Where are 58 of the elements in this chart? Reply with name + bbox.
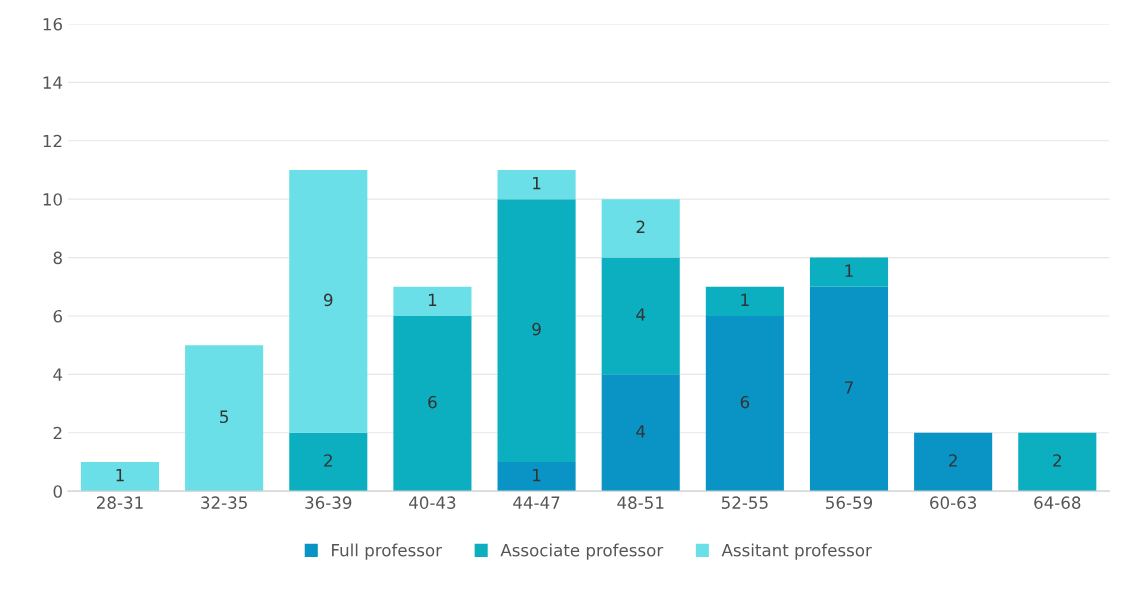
bar: [601, 257, 680, 375]
y-tick-label: 0: [53, 485, 62, 498]
bar: [497, 461, 576, 492]
legend-label: Full professor: [332, 543, 443, 560]
data-label: 1: [116, 469, 124, 482]
bar: [289, 432, 368, 492]
data-label: 1: [533, 469, 541, 482]
data-label: 4: [636, 425, 646, 438]
bar: [809, 257, 889, 287]
y-tick-label: 14: [43, 76, 63, 89]
bar: [393, 286, 472, 316]
bar: [185, 345, 264, 492]
x-tick-label: 56-59: [826, 496, 873, 509]
x-tick-label: 64-68: [1034, 496, 1081, 509]
data-label: 2: [636, 220, 645, 233]
data-label: 6: [740, 395, 750, 409]
y-tick-label: 2: [53, 426, 62, 440]
data-label: 7: [845, 381, 853, 394]
y-tick-label: 6: [53, 309, 63, 323]
bar: [497, 169, 576, 200]
bar: [914, 432, 993, 492]
x-tick-label: 40-43: [409, 496, 456, 509]
legend-label: Associate professor: [500, 543, 664, 560]
x-tick-label: 28-31: [97, 496, 143, 509]
data-label: 2: [949, 454, 957, 467]
y-tick-label: 16: [43, 17, 63, 31]
y-tick-label: 4: [53, 368, 63, 381]
x-tick-label: 60-63: [930, 496, 977, 509]
bar: [80, 461, 160, 492]
bar: [705, 315, 784, 492]
bar: [1018, 432, 1097, 492]
x-tick-label: 36-39: [305, 496, 352, 509]
y-tick-label: 12: [43, 134, 62, 148]
data-label: 1: [741, 293, 749, 306]
x-tick-label: 44-47: [513, 496, 560, 509]
data-label: 5: [220, 410, 228, 424]
bar: [809, 286, 889, 492]
bar: [705, 286, 784, 316]
bar: [601, 199, 680, 258]
x-tick-label: 32-35: [201, 496, 247, 509]
data-label: 2: [1053, 454, 1061, 467]
data-label: 1: [845, 264, 853, 277]
data-label: 6: [428, 395, 437, 409]
y-tick-label: 10: [43, 193, 62, 206]
x-tick-label: 48-51: [617, 496, 664, 509]
bar: [497, 199, 576, 462]
y-tick-label: 8: [53, 251, 62, 265]
bar: [393, 315, 472, 492]
legend-label: Assitant professor: [721, 543, 872, 560]
data-label: 4: [636, 308, 646, 321]
data-label: 2: [324, 454, 332, 467]
x-tick-label: 52-55: [721, 496, 768, 509]
data-label: 9: [324, 293, 333, 307]
data-label: 1: [428, 293, 437, 306]
data-label: 9: [532, 322, 541, 336]
bar: [289, 169, 368, 433]
data-label: 1: [533, 177, 541, 190]
bar: [601, 374, 680, 492]
